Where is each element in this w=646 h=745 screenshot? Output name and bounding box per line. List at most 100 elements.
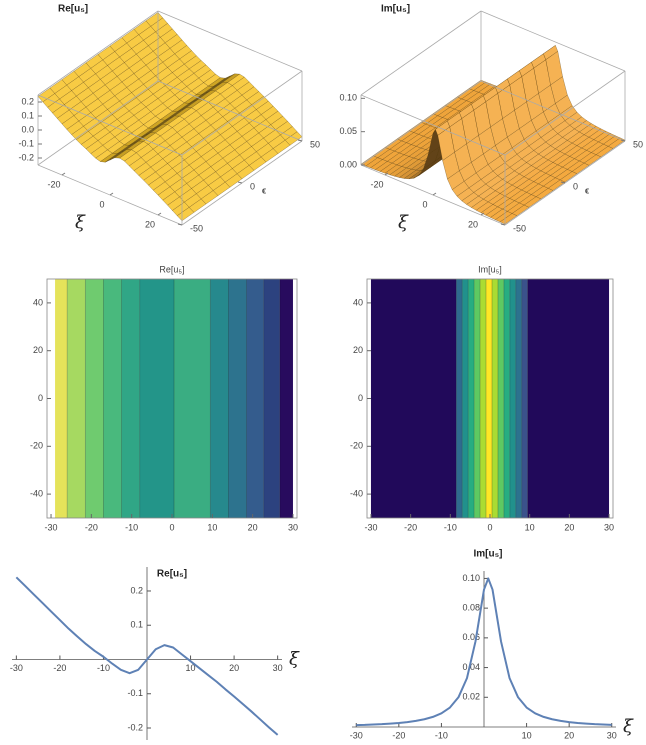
- x-tick-label: -30: [350, 730, 363, 740]
- contour-band: [139, 279, 175, 518]
- x-tick: [432, 192, 437, 196]
- contour-band: [527, 279, 610, 518]
- x-axis-label: ξ: [398, 212, 409, 233]
- contour-band: [497, 279, 504, 518]
- z-tick-label: 0.00: [339, 159, 357, 169]
- box-edge: [480, 10, 626, 72]
- x-tick-label: 10: [525, 522, 535, 532]
- contour-band: [503, 279, 510, 518]
- contour-band: [103, 279, 122, 518]
- y-tick-label: 0.04: [462, 662, 480, 672]
- box-edge: [360, 80, 482, 166]
- y-tick-label: 0: [573, 181, 578, 191]
- x-tick: [157, 212, 162, 216]
- x-tick-label: 10: [186, 663, 196, 673]
- contour-band: [121, 279, 140, 518]
- z-tick-label: 0.1: [21, 110, 34, 120]
- x-tick-label: -20: [85, 522, 98, 532]
- x-tick: [480, 212, 485, 216]
- y-tick: [500, 223, 506, 226]
- contour-band: [456, 279, 463, 518]
- z-tick-label: -0.2: [18, 152, 34, 162]
- contour-band: [228, 279, 247, 518]
- x-tick-label: 10: [207, 522, 217, 532]
- x-tick-label: -30: [364, 522, 377, 532]
- x-tick-label: -20: [404, 522, 417, 532]
- x-axis-label: ξ: [75, 212, 86, 233]
- y-tick-label: 50: [310, 139, 320, 149]
- contour-band: [210, 279, 229, 518]
- x-tick-label: -20: [53, 663, 66, 673]
- contour-band: [67, 279, 86, 518]
- box-edge: [181, 70, 303, 156]
- y-tick-label: 0.08: [462, 603, 480, 613]
- y-tick-label: 0: [358, 393, 363, 403]
- y-tick-label: 0: [250, 181, 255, 191]
- x-tick-label: -20: [370, 179, 383, 189]
- x-tick-label: -10: [125, 522, 138, 532]
- chart-title: Im[u₅]: [473, 549, 502, 560]
- x-tick-label: 30: [273, 663, 283, 673]
- x-axis-label: ξ: [623, 716, 634, 737]
- x-tick-label: -20: [47, 179, 60, 189]
- x-tick: [61, 172, 66, 176]
- contour-band: [279, 279, 293, 518]
- box-edge: [480, 80, 626, 142]
- chart-title: Re[u₅]: [157, 569, 187, 580]
- data-line: [15, 576, 279, 736]
- contour-band: [462, 279, 469, 518]
- contour-band: [491, 279, 498, 518]
- y-tick-label: -50: [513, 223, 526, 233]
- y-tick: [297, 139, 303, 142]
- z-tick-label: 0.2: [21, 96, 34, 106]
- z-tick-label: 0.05: [339, 126, 357, 136]
- y-tick-label: 0.1: [130, 620, 143, 630]
- y-tick-label: 40: [353, 297, 363, 307]
- x-tick-label: -10: [435, 730, 448, 740]
- x-tick-label: 0: [422, 199, 427, 209]
- y-tick-label: -0.1: [127, 688, 143, 698]
- box-edge: [360, 10, 482, 96]
- y-tick-label: 0.2: [130, 585, 143, 595]
- box-edge: [37, 10, 159, 96]
- y-tick: [237, 181, 243, 184]
- box-edge: [504, 70, 626, 156]
- x-tick-label: 0: [169, 522, 174, 532]
- x-tick-label: 20: [564, 730, 574, 740]
- y-tick-label: 0.06: [462, 632, 480, 642]
- x-tick-label: 0: [99, 199, 104, 209]
- data-line: [356, 577, 612, 727]
- y-axis-label: ϵ: [262, 185, 266, 195]
- z-tick-label: 0.0: [21, 124, 34, 134]
- x-tick-label: 20: [564, 522, 574, 532]
- y-tick: [177, 223, 183, 226]
- box-edge: [37, 94, 183, 156]
- y-tick-label: 0.10: [462, 573, 480, 583]
- contour-band: [480, 279, 487, 518]
- x-tick-label: 0: [487, 522, 492, 532]
- x-tick-label: 20: [468, 219, 478, 229]
- y-tick-label: 0: [38, 393, 43, 403]
- x-tick-label: -10: [97, 663, 110, 673]
- y-tick-label: -20: [350, 441, 363, 451]
- chart-title: Re[u₅]: [58, 4, 88, 15]
- x-tick-label: 10: [522, 730, 532, 740]
- x-tick-label: 30: [607, 730, 617, 740]
- x-tick-label: 20: [229, 663, 239, 673]
- box-edge: [360, 94, 506, 156]
- x-tick: [384, 172, 389, 176]
- contour-band: [174, 279, 211, 518]
- box-edge: [37, 80, 159, 166]
- x-tick-label: -20: [392, 730, 405, 740]
- chart-title: Re[u₅]: [159, 264, 184, 274]
- contour-band: [509, 279, 516, 518]
- x-tick-label: 30: [288, 522, 298, 532]
- contour-band: [263, 279, 280, 518]
- contour-band: [474, 279, 481, 518]
- x-tick-label: -30: [45, 522, 58, 532]
- y-tick: [560, 181, 566, 184]
- y-tick-label: 0.02: [462, 692, 480, 702]
